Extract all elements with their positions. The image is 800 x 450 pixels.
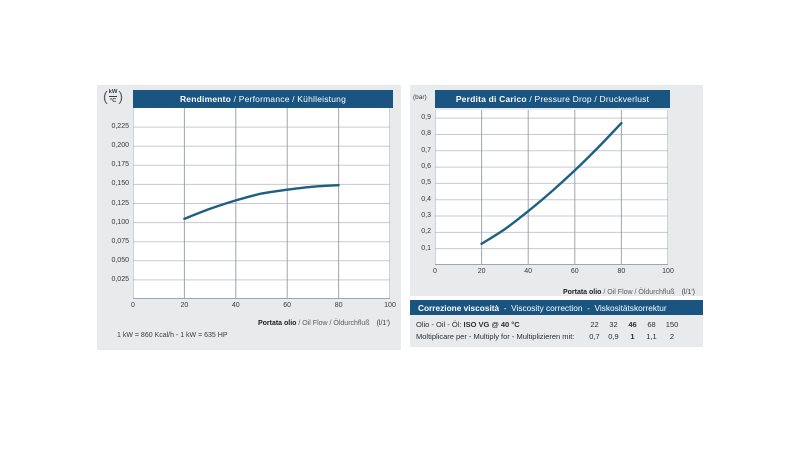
performance-chart-panel: ( kW °C ) Rendimento / Performance / Küh… bbox=[97, 85, 401, 350]
table-value: 0,9 bbox=[608, 332, 619, 342]
y-axis-unit-kw-per-c: ( kW °C ) bbox=[103, 88, 123, 104]
pressure-drop-chart-panel: (bar) Perdita di Carico / Pressure Drop … bbox=[410, 85, 703, 296]
table-value: 46 bbox=[628, 319, 637, 329]
row-label-plain: Moltiplicare per - Multiply for - Multip… bbox=[416, 332, 575, 342]
table-value: 32 bbox=[609, 319, 618, 329]
table-value: 1 bbox=[630, 332, 635, 342]
y-tick-label: 0,7 bbox=[421, 146, 431, 154]
row-label: Olio - Oil - Öl: ISO VG @ 40 °C bbox=[416, 320, 585, 329]
y-tick-label: 0,6 bbox=[421, 163, 431, 171]
table-header-bold: Correzione viscosità bbox=[418, 302, 500, 313]
unit-fraction: kW °C bbox=[108, 89, 119, 104]
title-bold: Rendimento bbox=[179, 94, 232, 104]
y-tick-label: 0,175 bbox=[111, 161, 129, 169]
table-row: Olio - Oil - Öl: ISO VG @ 40 °C 22 32 46 68 1… bbox=[410, 318, 703, 331]
table-value: 150 bbox=[665, 319, 679, 329]
table-value: 0,7 bbox=[589, 332, 600, 342]
xlabel-bold: Portata olio bbox=[257, 320, 297, 327]
y-tick-label: 0,2 bbox=[421, 228, 431, 236]
x-tick-label: 80 bbox=[334, 302, 343, 309]
y-tick-label: 0,1 bbox=[421, 244, 431, 252]
power-conversion-note: 1 kW = 860 Kcal/h - 1 kW = 635 HP bbox=[117, 332, 228, 339]
x-axis-unit: (l/1') bbox=[376, 320, 390, 327]
x-tick-label: 40 bbox=[524, 268, 533, 275]
x-tick-label: 20 bbox=[180, 302, 189, 309]
table-value: 68 bbox=[647, 319, 656, 329]
row-label-plain: Olio - Oil - Öl: bbox=[416, 319, 464, 329]
title-rest: / Performance / Kühlleistung bbox=[231, 94, 347, 104]
table-value: 1,1 bbox=[646, 332, 657, 342]
y-tick-label: 0,4 bbox=[421, 195, 431, 203]
x-tick-label: 100 bbox=[384, 302, 396, 309]
y-tick-label: 0,050 bbox=[111, 256, 129, 264]
y-tick-label: 0,5 bbox=[421, 179, 431, 187]
y-tick-label: 0,025 bbox=[111, 275, 129, 283]
table-row: Moltiplicare per - Multiply for - Multip… bbox=[410, 331, 703, 344]
xlabel-rest: / Oil Flow / Öldurchfluß bbox=[296, 320, 370, 327]
x-tick-label: 60 bbox=[283, 302, 292, 309]
pressure-drop-curve bbox=[480, 121, 623, 245]
table-value: 22 bbox=[590, 319, 599, 329]
pressure-drop-plot-area: 0,9 0,8 0,7 0,6 0,5 0,4 0,3 0,2 0,1 0 20 40 60 80 100 bbox=[421, 110, 674, 275]
x-axis-unit: (l/1') bbox=[681, 289, 695, 296]
pressure-drop-svg bbox=[435, 110, 668, 265]
pressure-drop-chart-title: Perdita di Carico / Pressure Drop / Druc… bbox=[435, 90, 670, 108]
unit-numerator: kW bbox=[108, 88, 118, 95]
y-tick-label: 0,9 bbox=[421, 114, 431, 122]
table-value: 2 bbox=[669, 332, 675, 342]
y-tick-label: 0,200 bbox=[111, 142, 129, 150]
x-tick-label: 0 bbox=[433, 268, 437, 275]
performance-svg bbox=[133, 108, 390, 299]
y-tick-label: 0,8 bbox=[421, 130, 431, 138]
pressure-drop-x-axis-label: Portata olio / Oil Flow / Öldurchfluß (l/… bbox=[551, 282, 695, 303]
x-tick-label: 60 bbox=[570, 268, 579, 275]
unit-denominator: °C bbox=[109, 97, 117, 104]
viscosity-table-body: Olio - Oil - Öl: ISO VG @ 40 °C 22 32 46 68 1… bbox=[410, 315, 703, 347]
left-paren: ( bbox=[103, 88, 108, 104]
fraction-bar bbox=[108, 95, 118, 97]
x-tick-label: 80 bbox=[617, 268, 626, 275]
performance-plot-area: 0,225 0,200 0,175 0,150 0,125 0,100 0,075 0,050… bbox=[111, 108, 396, 309]
plot-background bbox=[435, 110, 668, 265]
xlabel-bold: Portata olio bbox=[562, 289, 602, 296]
y-tick-label: 0,150 bbox=[111, 180, 129, 188]
x-tick-label: 40 bbox=[231, 302, 240, 309]
performance-chart-title: Rendimento / Performance / Kühlleistung bbox=[133, 90, 393, 108]
performance-x-axis-label: Portata olio / Oil Flow / Öldurchfluß (l/… bbox=[246, 313, 390, 334]
y-axis-unit-bar: (bar) bbox=[413, 94, 427, 101]
row-label-bold: ISO VG @ 40 °C bbox=[463, 319, 520, 329]
y-tick-label: 0,075 bbox=[111, 237, 129, 245]
title-rest: / Pressure Drop / Druckverlust bbox=[526, 94, 650, 104]
right-paren: ) bbox=[118, 88, 124, 104]
title-bold: Perdita di Carico bbox=[455, 94, 527, 104]
x-tick-label: 0 bbox=[131, 302, 135, 309]
x-tick-label: 20 bbox=[477, 268, 486, 275]
y-tick-label: 0,225 bbox=[111, 123, 129, 131]
viscosity-correction-table: Correzione viscosità - Viscosity correct… bbox=[410, 300, 703, 347]
xlabel-rest: / Oil Flow / Öldurchfluß bbox=[601, 289, 675, 296]
y-tick-label: 0,3 bbox=[421, 212, 431, 220]
y-tick-label: 0,100 bbox=[111, 218, 129, 226]
y-tick-label: 0,125 bbox=[111, 199, 129, 207]
cooling-performance-curve bbox=[183, 184, 340, 220]
row-label: Moltiplicare per - Multiply for - Multip… bbox=[416, 332, 585, 341]
x-tick-label: 100 bbox=[662, 268, 674, 275]
viscosity-table-header: Correzione viscosità - Viscosity correct… bbox=[410, 300, 703, 315]
table-header-rest: - Viscosity correction - Viskositätskorr… bbox=[499, 302, 667, 313]
